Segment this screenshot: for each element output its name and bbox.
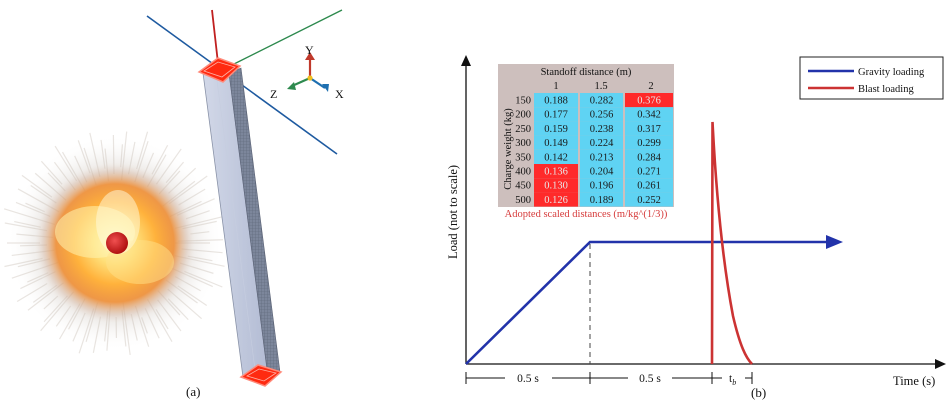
table-cell <box>580 149 623 164</box>
table-cell-adopted <box>534 178 578 193</box>
table-column-header: Standoff distance (m) <box>541 67 632 78</box>
table-cell <box>625 135 673 150</box>
y-axis-arrow-icon <box>461 55 471 66</box>
table-cell-value: 0.136 <box>544 167 568 178</box>
time-label-blast: tb <box>729 373 736 387</box>
table-cell-adopted <box>534 164 578 179</box>
table-cell-value: 0.376 <box>637 96 661 107</box>
table-cell-value: 0.271 <box>637 167 661 178</box>
table-row-header: Charge weight (kg) <box>503 108 514 190</box>
table-cell-value: 0.189 <box>590 195 614 206</box>
table-row-weight: 500 <box>515 195 531 206</box>
time-label-gravity-hold: 0.5 s <box>639 373 661 385</box>
table-cell <box>534 149 578 164</box>
table-row-weight: 300 <box>515 138 531 149</box>
x-axis-label: Time (s) <box>893 374 935 388</box>
steel-column <box>202 67 281 378</box>
legend: Gravity loading Blast loading <box>799 56 944 100</box>
table-cell-value: 0.252 <box>637 195 661 206</box>
table-cell-value: 0.282 <box>590 96 614 107</box>
table-cell-value: 0.204 <box>590 167 614 178</box>
table-cell-adopted <box>625 93 673 108</box>
explosion-ray <box>151 144 169 175</box>
table-cell-value: 0.130 <box>544 181 568 192</box>
table-cell <box>580 93 623 108</box>
explosion-ray <box>136 131 149 170</box>
table-cell <box>625 107 673 122</box>
axis-label-x: X <box>335 87 344 101</box>
table-cell-value: 0.177 <box>544 110 568 121</box>
table-cell <box>534 121 578 136</box>
panel-a: Y X Z (a) <box>3 9 344 399</box>
table-row-weight: 150 <box>515 96 531 107</box>
table-cell <box>580 107 623 122</box>
table-cell <box>534 93 578 108</box>
table-note: Adopted scaled distances (m/kg^(1/3)) <box>505 209 668 220</box>
table-cell-value: 0.126 <box>544 195 568 206</box>
table-cell-value: 0.142 <box>544 152 568 163</box>
table-cell-value: 0.196 <box>590 181 614 192</box>
axis-label-y: Y <box>305 43 314 57</box>
table-cell <box>580 121 623 136</box>
table-col-label-3: 2 <box>648 81 653 92</box>
table-cell <box>625 178 673 193</box>
table-col-label-2: 1.5 <box>594 81 607 92</box>
table-cell-value: 0.224 <box>590 138 614 149</box>
scaled-distance-table: Standoff distance (m) 1 1.5 2 Charge wei… <box>498 64 674 207</box>
axis-triad-icon: Y X Z <box>270 43 344 101</box>
table-cell-value: 0.261 <box>637 181 661 192</box>
panel-b: Load (not to scale) Time (s) 0.5 s 0.5 s… <box>446 55 946 400</box>
table-col-label-1: 1 <box>553 81 558 92</box>
table-cell-value: 0.342 <box>637 110 661 121</box>
table-cell-value: 0.159 <box>544 124 568 135</box>
table-cell-value: 0.213 <box>590 152 614 163</box>
table-cell <box>625 121 673 136</box>
table-cell-adopted <box>534 192 578 207</box>
table-body: 150 0.188 0.282 0.376 200 0.177 0.256 0.342 250 0… <box>515 93 673 207</box>
panel-b-caption: (b) <box>751 385 766 400</box>
explosion-ray <box>16 283 48 302</box>
x-axis-arrow-icon <box>935 359 946 369</box>
table-cell-value: 0.149 <box>544 138 568 149</box>
legend-label-blast: Blast loading <box>858 84 914 95</box>
green-reference-line <box>217 9 343 73</box>
time-label-gravity-ramp: 0.5 s <box>517 373 539 385</box>
legend-label-gravity: Gravity loading <box>858 67 925 78</box>
table-cell <box>580 135 623 150</box>
table-row-weight: 250 <box>515 124 531 135</box>
table-cell <box>625 149 673 164</box>
table-row-weight: 200 <box>515 110 531 121</box>
y-axis-label: Load (not to scale) <box>446 165 460 259</box>
panel-a-caption: (a) <box>186 384 200 399</box>
blast-loading-curve <box>710 121 753 365</box>
time-dimension <box>465 372 753 384</box>
explosion-icon <box>3 131 225 356</box>
table-cell <box>625 164 673 179</box>
table-cell-value: 0.284 <box>637 152 661 163</box>
axis-label-z: Z <box>270 87 277 101</box>
table-cell-value: 0.299 <box>637 138 661 149</box>
table-cell-value: 0.238 <box>590 124 614 135</box>
explosion-ray <box>21 174 53 198</box>
table-cell-value: 0.256 <box>590 110 614 121</box>
table-row-weight: 450 <box>515 181 531 192</box>
table-cell-value: 0.188 <box>544 96 568 107</box>
table-cell <box>625 192 673 207</box>
table-cell <box>580 164 623 179</box>
explosion-ray <box>165 161 185 184</box>
top-support-pad <box>197 57 242 83</box>
explosion-ray <box>40 160 63 185</box>
table-cell <box>580 178 623 193</box>
table-cell <box>534 107 578 122</box>
table-row-weight: 400 <box>515 167 531 178</box>
bottom-support-pad <box>239 364 283 387</box>
charge-sphere <box>106 232 128 254</box>
table-row-weight: 350 <box>515 152 531 163</box>
table-cell-value: 0.317 <box>637 124 661 135</box>
gravity-arrow-icon <box>826 235 843 249</box>
gravity-loading-line <box>465 240 828 365</box>
table-cell <box>580 192 623 207</box>
table-cell <box>534 135 578 150</box>
